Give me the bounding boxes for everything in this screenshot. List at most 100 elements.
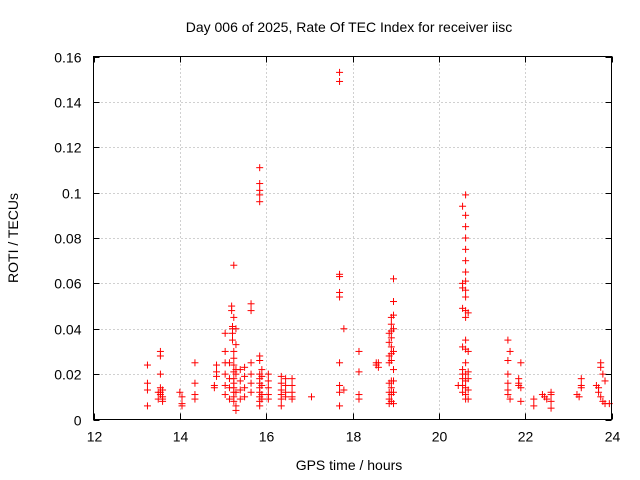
x-tick-label: 12 — [87, 429, 103, 445]
data-point — [232, 406, 240, 414]
data-point — [336, 293, 344, 301]
data-point — [462, 191, 470, 199]
data-point — [506, 347, 514, 355]
data-point — [462, 245, 470, 253]
data-point — [595, 388, 603, 396]
data-point — [247, 370, 255, 378]
data-point — [387, 320, 395, 328]
data-point — [575, 393, 583, 401]
data-point — [159, 397, 167, 405]
y-tick-label: 0.16 — [54, 50, 81, 66]
data-point — [277, 402, 285, 410]
data-point — [225, 375, 233, 383]
data-point — [230, 261, 238, 269]
data-point — [143, 361, 151, 369]
data-point — [236, 366, 244, 374]
data-point — [256, 180, 264, 188]
data-point — [176, 388, 184, 396]
y-tick-label: 0.04 — [54, 322, 81, 338]
data-point — [288, 381, 296, 389]
data-point — [264, 395, 272, 403]
data-point — [247, 307, 255, 315]
data-point — [530, 402, 538, 410]
data-point — [258, 366, 266, 374]
data-point — [577, 375, 585, 383]
data-point — [178, 402, 186, 410]
data-point — [221, 381, 229, 389]
data-point — [601, 377, 609, 385]
data-point — [547, 391, 555, 399]
data-point — [143, 402, 151, 410]
data-point — [385, 338, 393, 346]
data-point — [390, 388, 398, 396]
data-point — [464, 309, 472, 317]
data-point — [336, 381, 344, 389]
data-point — [191, 395, 199, 403]
data-point — [464, 347, 472, 355]
data-point — [159, 386, 167, 394]
x-tick-label: 16 — [259, 429, 275, 445]
data-point — [336, 388, 344, 396]
data-point — [517, 359, 525, 367]
data-point — [504, 357, 512, 365]
data-point — [241, 393, 249, 401]
data-point — [517, 384, 525, 392]
data-point — [143, 379, 151, 387]
data-point — [247, 359, 255, 367]
data-point — [232, 370, 240, 378]
data-point — [390, 311, 398, 319]
data-point — [264, 370, 272, 378]
data-point — [156, 352, 164, 360]
x-tick-label: 20 — [432, 429, 448, 445]
data-point — [191, 379, 199, 387]
data-point — [462, 293, 470, 301]
data-point — [230, 354, 238, 362]
data-point — [506, 395, 514, 403]
axis-ticks — [93, 56, 613, 421]
data-point — [256, 198, 264, 206]
data-point — [228, 307, 236, 315]
data-point — [247, 379, 255, 387]
data-point — [178, 393, 186, 401]
data-point — [154, 388, 162, 396]
y-tick-label: 0.02 — [54, 367, 81, 383]
data-point — [213, 361, 221, 369]
data-point — [232, 325, 240, 333]
data-point — [462, 286, 470, 294]
data-point — [154, 395, 162, 403]
chart-title: Day 006 of 2025, Rate Of TEC Index for r… — [186, 19, 513, 35]
y-axis-tick-labels: 0 0.02 0.04 0.06 0.08 0.1 0.12 0.14 0.16 — [54, 50, 81, 429]
data-point — [390, 400, 398, 408]
grid — [93, 56, 612, 420]
data-point — [258, 395, 266, 403]
data-point — [462, 359, 470, 367]
data-point — [228, 329, 236, 337]
data-point — [462, 268, 470, 276]
data-point — [230, 313, 238, 321]
y-axis-label: ROTI / TECUs — [5, 193, 21, 283]
data-point — [462, 313, 470, 321]
data-point — [504, 391, 512, 399]
data-point — [390, 325, 398, 333]
data-point — [143, 386, 151, 394]
data-point — [258, 381, 266, 389]
data-point — [236, 377, 244, 385]
data-point — [221, 347, 229, 355]
data-point — [256, 191, 264, 199]
data-point — [221, 370, 229, 378]
x-tick-label: 18 — [346, 429, 362, 445]
data-point — [390, 298, 398, 306]
data-point — [597, 363, 605, 371]
data-point — [241, 384, 249, 392]
data-point — [230, 397, 238, 405]
data-point — [225, 384, 233, 392]
data-point — [225, 359, 233, 367]
y-tick-label: 0.08 — [54, 231, 81, 247]
data-point — [387, 384, 395, 392]
y-tick-label: 0 — [74, 413, 82, 429]
data-point — [288, 375, 296, 383]
data-point — [282, 381, 290, 389]
data-point — [387, 357, 395, 365]
data-point — [241, 372, 249, 380]
data-point — [355, 368, 363, 376]
